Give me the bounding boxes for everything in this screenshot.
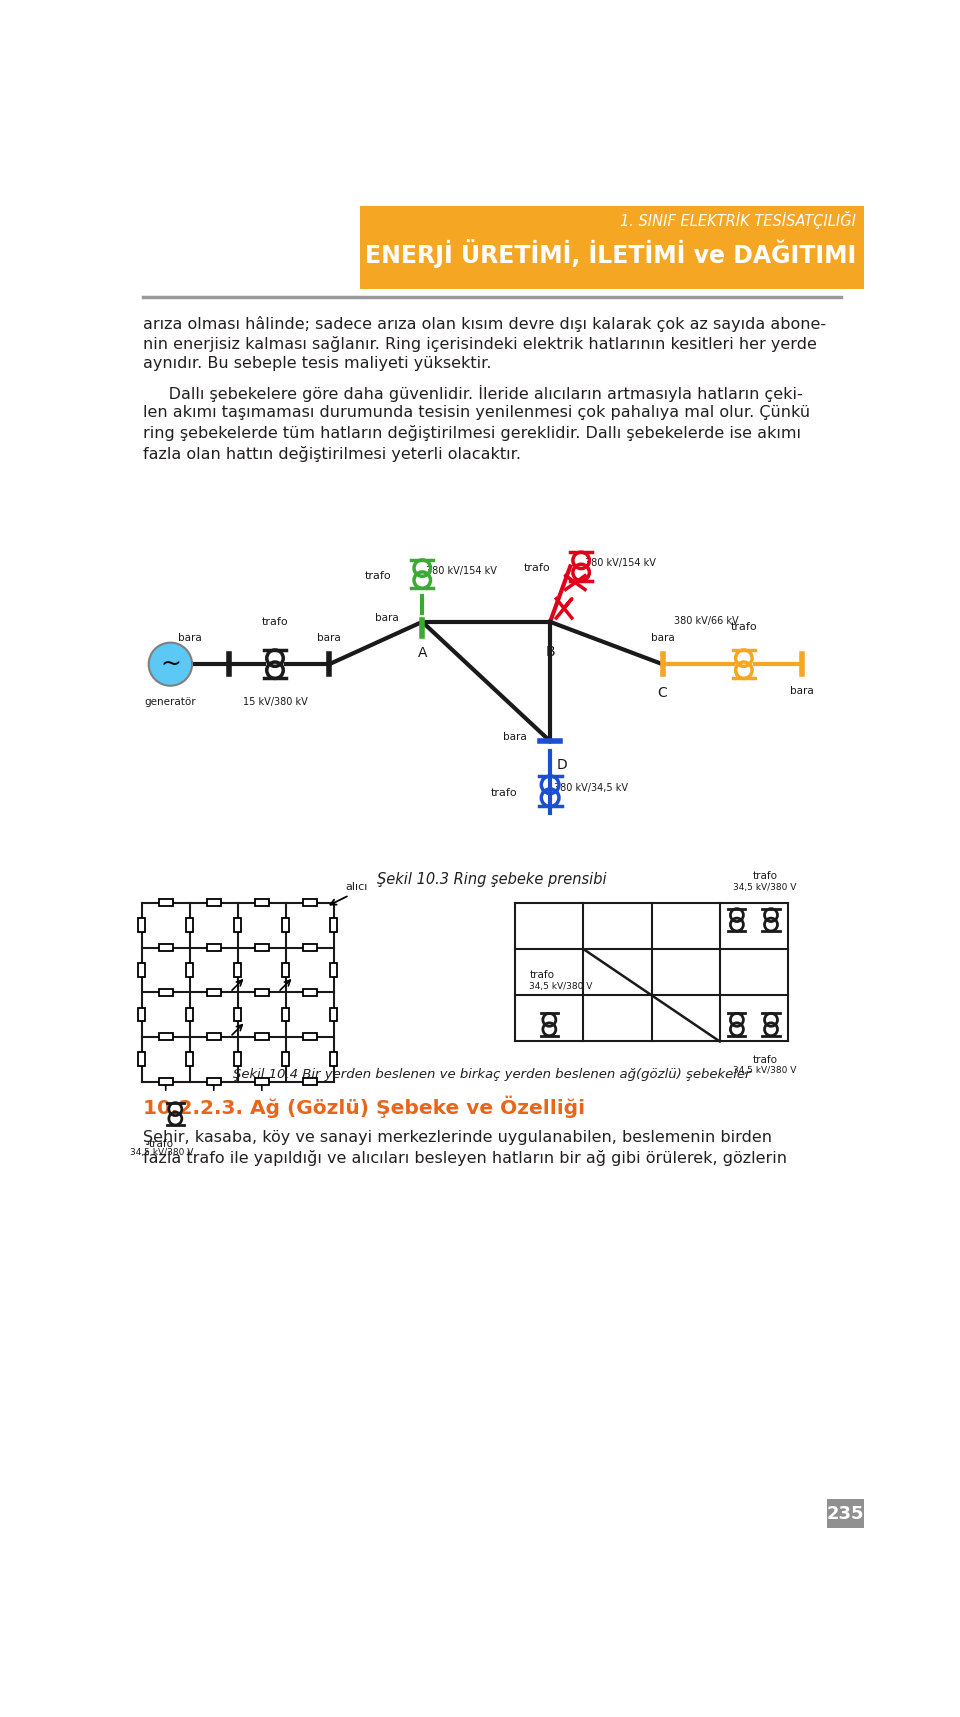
Text: 34,5 kV/380 V: 34,5 kV/380 V (130, 1147, 193, 1157)
Bar (330, 963, 337, 977)
Bar (186, 963, 193, 977)
Text: trafo: trafo (523, 563, 550, 573)
Text: A: A (418, 647, 427, 661)
Bar (158, 989, 173, 996)
Bar (234, 1053, 241, 1066)
Bar (206, 1078, 221, 1085)
Text: 34,5 kV/380 V: 34,5 kV/380 V (529, 982, 592, 991)
Bar (206, 944, 221, 951)
Bar (282, 1008, 289, 1022)
Text: trafo: trafo (529, 970, 554, 980)
Bar (827, 1499, 864, 1528)
Text: trafo: trafo (365, 570, 392, 580)
Bar (234, 919, 241, 932)
Circle shape (149, 642, 192, 685)
Text: Şekil 10.4 Bir yerden beslenen ve birkaç yerden beslenen ağ(gözlü) şebekeler: Şekil 10.4 Bir yerden beslenen ve birkaç… (233, 1068, 751, 1082)
Text: ENERJİ ÜRETİMİ, İLETİMİ ve DAĞITIMI: ENERJİ ÜRETİMİ, İLETİMİ ve DAĞITIMI (365, 239, 856, 268)
Text: bara: bara (651, 632, 674, 642)
Text: Şekil 10.3 Ring şebeke prensibi: Şekil 10.3 Ring şebeke prensibi (377, 872, 607, 888)
Text: nin enerjisiz kalması sağlanır. Ring içerisindeki elektrik hatlarının kesitleri : nin enerjisiz kalması sağlanır. Ring içe… (143, 337, 817, 352)
Bar (186, 919, 193, 932)
Bar (330, 919, 337, 932)
Text: bara: bara (790, 685, 814, 695)
Bar (158, 1034, 173, 1041)
Text: 10.2.2.3. Ağ (Gözlü) Şebeke ve Özelliği: 10.2.2.3. Ağ (Gözlü) Şebeke ve Özelliği (143, 1095, 586, 1118)
Bar (282, 919, 289, 932)
Text: C: C (658, 685, 667, 701)
Text: fazla olan hattın değiştirilmesi yeterli olacaktır.: fazla olan hattın değiştirilmesi yeterli… (143, 445, 521, 462)
Bar (234, 963, 241, 977)
Text: alıcı: alıcı (346, 883, 368, 893)
Text: 380 kV/154 kV: 380 kV/154 kV (585, 558, 656, 568)
Text: bara: bara (375, 613, 399, 623)
Text: trafo: trafo (753, 871, 778, 881)
Text: 235: 235 (827, 1504, 864, 1523)
Bar (138, 1053, 145, 1066)
Text: bara: bara (318, 632, 341, 642)
Bar (254, 1078, 269, 1085)
Text: 34,5 kV/380 V: 34,5 kV/380 V (733, 883, 797, 893)
Text: Dallı şebekelere göre daha güvenlidir. İleride alıcıların artmasıyla hatların çe: Dallı şebekelere göre daha güvenlidir. İ… (143, 385, 803, 402)
Text: ~: ~ (160, 652, 180, 676)
Text: aynıdır. Bu sebeple tesis maliyeti yüksektir.: aynıdır. Bu sebeple tesis maliyeti yükse… (143, 355, 492, 371)
Bar (234, 1008, 241, 1022)
Bar (254, 900, 269, 907)
Text: trafo: trafo (731, 622, 757, 632)
Bar (282, 1053, 289, 1066)
Bar (254, 1034, 269, 1041)
Bar (186, 1008, 193, 1022)
Text: 380 kV/34,5 kV: 380 kV/34,5 kV (554, 783, 628, 793)
Bar (360, 206, 864, 288)
Bar (138, 963, 145, 977)
Bar (330, 1053, 337, 1066)
Text: D: D (557, 759, 567, 773)
Text: generatör: generatör (145, 697, 196, 706)
Text: ring şebekelerde tüm hatların değiştirilmesi gereklidir. Dallı şebekelerde ise a: ring şebekelerde tüm hatların değiştiril… (143, 426, 802, 441)
Bar (206, 900, 221, 907)
Bar (303, 1078, 317, 1085)
Text: trafo: trafo (262, 616, 288, 627)
Text: 34,5 kV/380 V: 34,5 kV/380 V (733, 1066, 797, 1075)
Text: bara: bara (178, 632, 202, 642)
Bar (282, 963, 289, 977)
Text: arıza olması hâlinde; sadece arıza olan kısım devre dışı kalarak çok az sayıda a: arıza olması hâlinde; sadece arıza olan … (143, 316, 827, 331)
Bar (254, 989, 269, 996)
Text: 15 kV/380 kV: 15 kV/380 kV (243, 697, 307, 706)
Text: trafo: trafo (149, 1138, 174, 1149)
Text: trafo: trafo (491, 788, 517, 798)
Text: 1. SINIF ELEKTRİK TESİSATÇILIĞI: 1. SINIF ELEKTRİK TESİSATÇILIĞI (620, 211, 856, 228)
Text: fazla trafo ile yapıldığı ve alıcıları besleyen hatların bir ağ gibi örülerek, g: fazla trafo ile yapıldığı ve alıcıları b… (143, 1150, 787, 1166)
Bar (303, 1034, 317, 1041)
Text: B: B (545, 646, 555, 659)
Bar (206, 989, 221, 996)
Bar (158, 944, 173, 951)
Text: 380 kV/154 kV: 380 kV/154 kV (426, 567, 497, 575)
Bar (330, 1008, 337, 1022)
Text: bara: bara (503, 733, 527, 742)
Text: Şehir, kasaba, köy ve sanayi merkezlerinde uygulanabilen, beslemenin birden: Şehir, kasaba, köy ve sanayi merkezlerin… (143, 1130, 772, 1145)
Bar (206, 1034, 221, 1041)
Bar (303, 989, 317, 996)
Text: len akımı taşımaması durumunda tesisin yenilenmesi çok pahalıya mal olur. Çünkü: len akımı taşımaması durumunda tesisin y… (143, 405, 810, 421)
Bar (186, 1053, 193, 1066)
Bar (138, 1008, 145, 1022)
Bar (254, 944, 269, 951)
Text: 380 kV/66 kV: 380 kV/66 kV (674, 616, 739, 625)
Text: trafo: trafo (753, 1054, 778, 1065)
Bar (303, 900, 317, 907)
Bar (158, 1078, 173, 1085)
Bar (158, 900, 173, 907)
Bar (303, 944, 317, 951)
Bar (138, 919, 145, 932)
